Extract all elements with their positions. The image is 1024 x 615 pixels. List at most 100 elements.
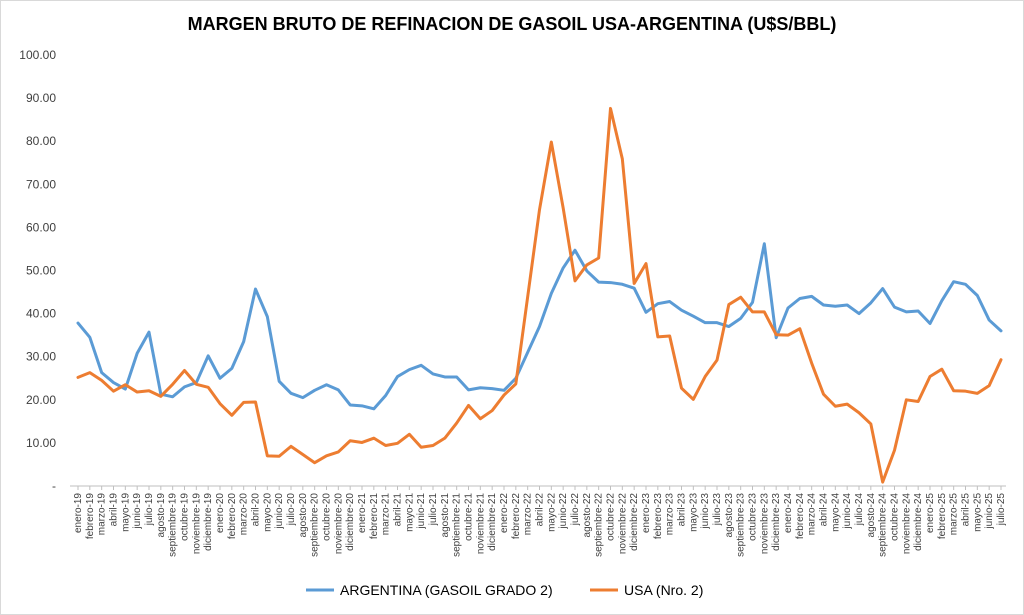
x-tick-label: junio-24 [842,493,853,530]
x-tick-label: abril-25 [961,493,972,527]
x-tick-label: octubre-23 [748,493,759,541]
x-tick-label: marzo-24 [807,493,818,536]
x-tick-label: noviembre-22 [617,493,628,555]
y-tick-label: 10.00 [26,436,56,450]
x-tick-label: septiembre-20 [310,493,321,557]
x-tick-label: abril-20 [251,493,262,527]
x-tick-label: abril-19 [109,493,120,527]
x-tick-label: abril-22 [535,493,546,527]
x-tick-label: octubre-24 [890,493,901,541]
x-tick-label: octubre-19 [180,493,191,541]
x-tick-label: diciembre-24 [913,493,924,551]
x-tick-label: junio-19 [132,493,143,530]
x-tick-label: septiembre-23 [736,493,747,557]
x-tick-label: enero-22 [499,493,510,533]
x-tick-label: enero-23 [641,493,652,533]
legend-label: USA (Nro. 2) [624,582,703,598]
y-tick-label: 100.00 [19,48,56,62]
x-tick-label: marzo-20 [239,493,250,536]
x-tick-label: febrero-20 [227,493,238,540]
x-tick-label: noviembre-19 [191,493,202,555]
x-tick-label: mayo-19 [120,493,131,532]
x-tick-label: enero-19 [73,493,84,533]
x-tick-label: mayo-22 [546,493,557,532]
x-tick-label: febrero-22 [511,493,522,540]
x-tick-label: agosto-23 [724,493,735,538]
x-tick-label: octubre-22 [606,493,617,541]
x-tick-label: septiembre-21 [452,493,463,557]
x-tick-label: junio-22 [558,493,569,530]
x-tick-label: noviembre-21 [475,493,486,555]
x-tick-label: noviembre-24 [901,493,912,555]
x-tick-label: mayo-25 [972,493,983,532]
x-tick-label: febrero-24 [795,493,806,540]
chart-title: MARGEN BRUTO DE REFINACION DE GASOIL USA… [187,14,837,34]
x-tick-label: julio-25 [996,493,1007,527]
x-tick-label: noviembre-20 [333,493,344,555]
x-tick-label: agosto-24 [866,493,877,538]
x-tick-label: agosto-19 [156,493,167,538]
x-tick-label: febrero-23 [653,493,664,540]
x-tick-label: octubre-20 [322,493,333,541]
x-tick-label: junio-21 [416,493,427,530]
y-tick-label: - [52,479,56,493]
x-tick-label: marzo-22 [523,493,534,536]
y-tick-label: 50.00 [26,264,56,278]
y-tick-label: 20.00 [26,393,56,407]
x-tick-label: enero-25 [925,493,936,533]
x-tick-label: enero-20 [215,493,226,533]
x-tick-label: agosto-22 [582,493,593,538]
x-tick-label: mayo-20 [262,493,273,532]
x-tick-label: junio-20 [274,493,285,530]
x-axis: enero-19 febrero-19 marzo-19 abril-19 mayo-1… [70,485,1007,557]
y-tick-label: 60.00 [26,220,56,234]
legend-label: ARGENTINA (GASOIL GRADO 2) [340,582,553,598]
x-tick-label: julio-21 [428,493,439,527]
y-tick-label: 70.00 [26,177,56,191]
x-tick-label: marzo-21 [381,493,392,536]
x-tick-label: marzo-19 [97,493,108,536]
x-tick-label: mayo-24 [830,493,841,532]
x-tick-label: noviembre-23 [759,493,770,555]
x-tick-label: enero-24 [783,493,794,533]
x-tick-label: diciembre-20 [345,493,356,551]
y-tick-label: 40.00 [26,307,56,321]
x-tick-label: julio-22 [570,493,581,527]
x-tick-label: febrero-19 [85,493,96,540]
y-tick-label: 90.00 [26,91,56,105]
x-tick-label: julio-20 [286,493,297,527]
x-tick-label: agosto-20 [298,493,309,538]
x-tick-label: febrero-25 [937,493,948,540]
legend: ARGENTINA (GASOIL GRADO 2) USA (Nro. 2) [306,582,703,598]
series-line-argentina [76,242,1003,411]
x-tick-label: mayo-23 [688,493,699,532]
x-tick-label: marzo-25 [949,493,960,536]
x-tick-label: julio-23 [712,493,723,527]
x-tick-label: agosto-21 [440,493,451,538]
x-tick-label: mayo-21 [404,493,415,532]
series-line-usa [76,106,1003,484]
x-tick-label: septiembre-22 [594,493,605,557]
x-tick-label: marzo-23 [665,493,676,536]
x-tick-label: julio-24 [854,493,865,527]
x-tick-label: junio-23 [700,493,711,530]
x-tick-label: junio-25 [984,493,995,530]
x-tick-label: septiembre-19 [168,493,179,557]
y-axis: - 10.00 20.00 30.00 40.00 50.00 60.00 70.00 80.0… [19,48,56,493]
y-tick-label: 30.00 [26,350,56,364]
x-tick-label: diciembre-22 [629,493,640,551]
x-tick-label: diciembre-23 [771,493,782,551]
x-tick-label: abril-21 [393,493,404,527]
x-tick-label: abril-23 [677,493,688,527]
x-tick-label: septiembre-24 [878,493,889,557]
x-tick-label: diciembre-19 [203,493,214,551]
y-tick-label: 80.00 [26,134,56,148]
series-layer [76,106,1003,484]
x-tick-label: enero-21 [357,493,368,533]
x-tick-label: octubre-21 [464,493,475,541]
x-tick-label: julio-19 [144,493,155,527]
x-tick-label: diciembre-21 [487,493,498,551]
x-tick-label: febrero-21 [369,493,380,540]
